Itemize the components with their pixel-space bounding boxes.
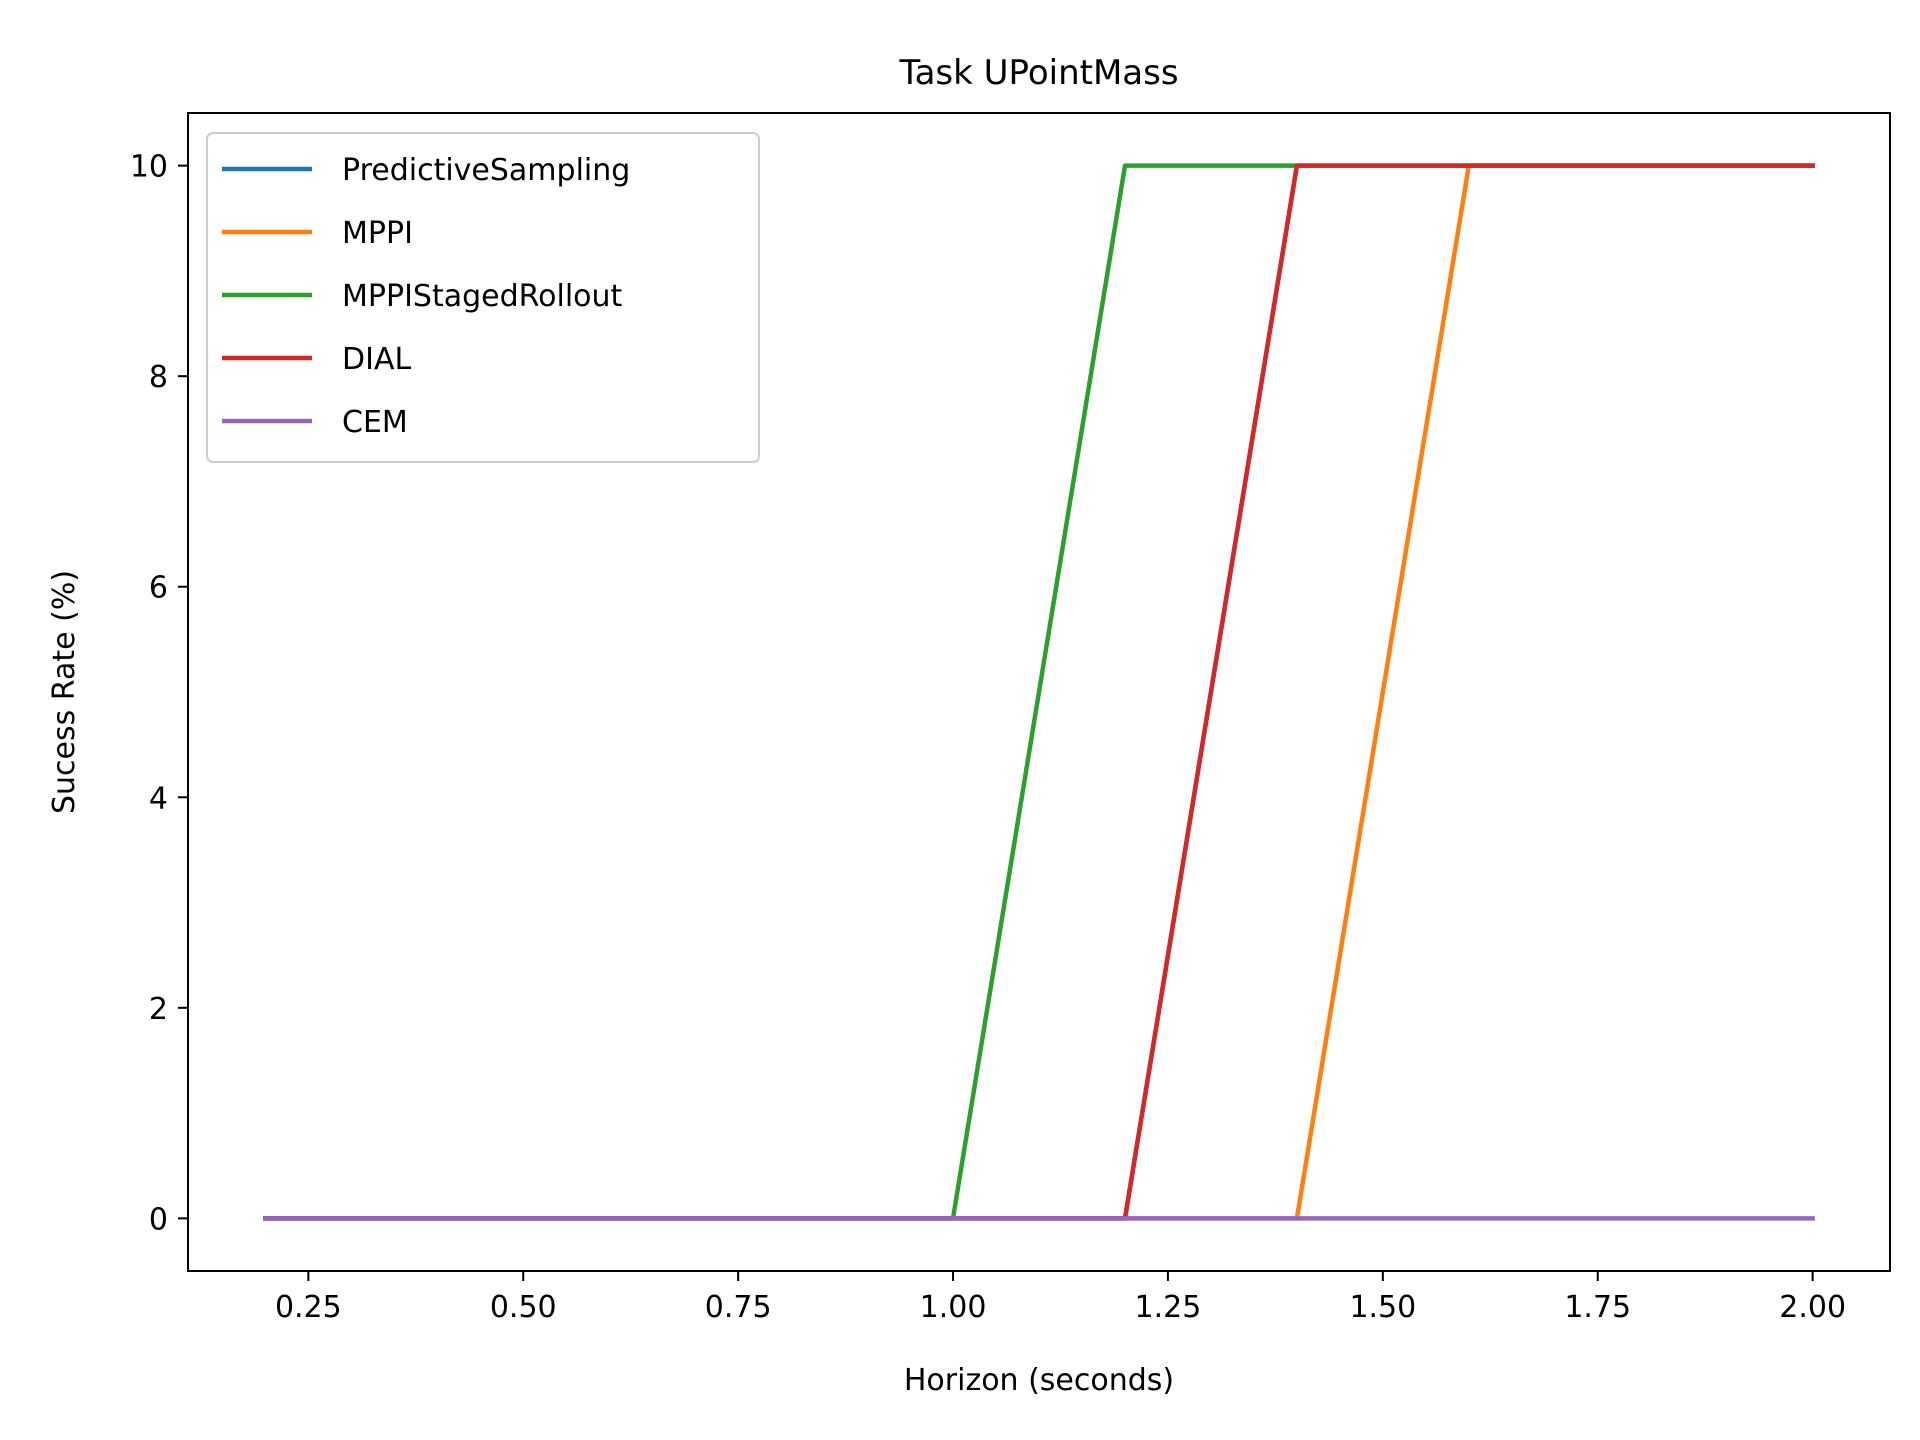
x-tick-label: 1.25	[1135, 1290, 1202, 1325]
x-axis-label: Horizon (seconds)	[904, 1363, 1174, 1398]
legend-label: MPPIStagedRollout	[342, 279, 623, 314]
chart-title: Task UPointMass	[898, 53, 1178, 93]
x-tick-label: 1.75	[1564, 1290, 1631, 1325]
y-axis-ticks: 0 2 4 6 8 10	[130, 150, 188, 1237]
legend-box	[206, 132, 760, 463]
legend-label: CEM	[342, 405, 408, 440]
y-tick-label: 2	[149, 992, 168, 1027]
x-tick-label: 0.25	[275, 1290, 342, 1325]
x-tick-label: 0.50	[490, 1290, 557, 1325]
y-tick-label: 4	[149, 781, 168, 816]
x-tick-label: 2.00	[1779, 1290, 1846, 1325]
y-tick-label: 6	[149, 571, 168, 606]
y-tick-label: 0	[149, 1202, 168, 1237]
axes-frame	[187, 112, 1891, 1272]
x-tick-label: 0.75	[705, 1290, 772, 1325]
series-layer	[263, 163, 1815, 1221]
legend-label: DIAL	[342, 342, 411, 377]
y-axis-label: Sucess Rate (%)	[47, 570, 82, 814]
x-tick-label: 1.50	[1349, 1290, 1416, 1325]
plot-area	[187, 112, 1891, 1272]
x-axis-ticks: 0.25 0.50 0.75 1.00 1.25 1.50 1.75 2.00	[275, 1271, 1846, 1325]
legend: PredictiveSampling MPPI MPPIStagedRollout D…	[206, 132, 760, 463]
y-tick-label: 10	[130, 150, 168, 185]
x-tick-label: 1.00	[920, 1290, 987, 1325]
y-tick-label: 8	[149, 360, 168, 395]
legend-label: PredictiveSampling	[342, 153, 630, 188]
legend-label: MPPI	[342, 216, 413, 251]
